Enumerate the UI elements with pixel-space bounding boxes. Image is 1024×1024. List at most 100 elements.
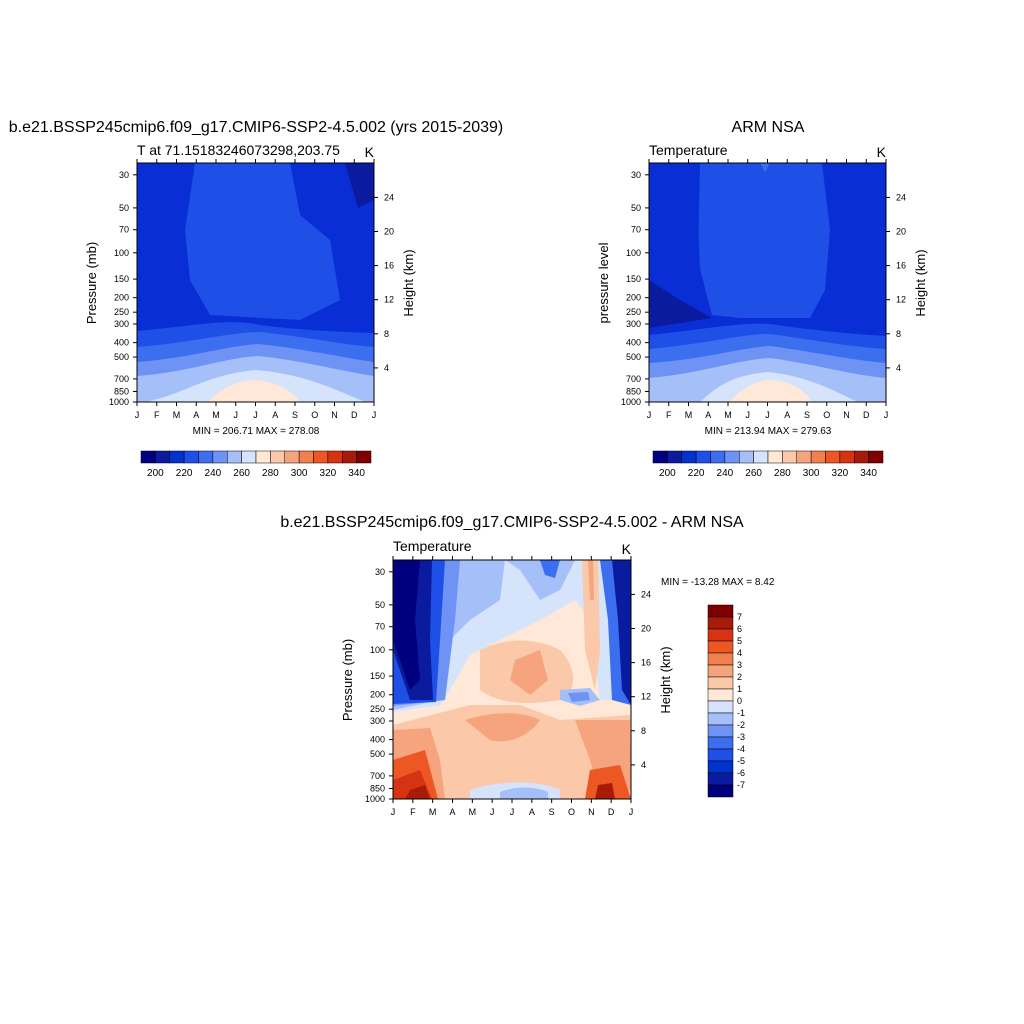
- colorbar-label: 240: [717, 468, 734, 479]
- ytick-label: 100: [114, 248, 129, 258]
- panel3-subtitle-left: Temperature: [393, 538, 472, 554]
- ytick-right-label: 4: [384, 363, 389, 373]
- panel2-contour-field: [649, 163, 886, 402]
- ytick-right-label: 24: [641, 589, 651, 599]
- colorbar-box: [782, 450, 797, 464]
- panel2-ylabel: pressure level: [596, 242, 611, 323]
- colorbar-box: [313, 450, 329, 464]
- panel2-colorbar: 200 220 240 260 280 300 320 340: [652, 450, 884, 479]
- ytick-label: 150: [370, 671, 385, 681]
- xtick-label: N: [588, 807, 595, 817]
- ytick-label: 50: [119, 203, 129, 213]
- ytick-label: 200: [370, 690, 385, 700]
- colorbar-label: -6: [737, 768, 745, 778]
- xtick-label: J: [372, 410, 377, 420]
- colorbar-box: [241, 450, 257, 464]
- panel2-minmax: MIN = 213.94 MAX = 279.63: [705, 426, 832, 437]
- colorbar-box: [854, 450, 869, 464]
- xtick-label: J: [391, 807, 396, 817]
- ytick-label: 850: [626, 386, 641, 396]
- ytick-label: 1000: [365, 794, 385, 804]
- colorbar-box: [707, 616, 734, 630]
- ytick-label: 1000: [621, 397, 641, 407]
- ytick-label: 30: [631, 170, 641, 180]
- ytick-label: 400: [370, 735, 385, 745]
- colorbar-label: 3: [737, 660, 742, 670]
- ytick-label: 150: [626, 274, 641, 284]
- colorbar-box: [707, 652, 734, 666]
- ytick-label: 250: [370, 704, 385, 714]
- colorbar-box: [255, 450, 271, 464]
- colorbar-box: [707, 688, 734, 702]
- xtick-label: F: [666, 410, 672, 420]
- panel3-colorbar: 7 6 5 4 3 2 1 0 -1 -2 -3 -4 -5 -6 -7: [707, 604, 745, 798]
- ytick-label: 250: [114, 307, 129, 317]
- ytick-right-label: 24: [384, 192, 394, 202]
- xtick-label: J: [135, 410, 140, 420]
- xtick-label: A: [529, 807, 535, 817]
- xtick-label: F: [410, 807, 416, 817]
- ytick-label: 300: [114, 319, 129, 329]
- ytick-right-label: 4: [641, 760, 646, 770]
- panel1-subtitle-left: T at 71.15183246073298,203.75: [137, 142, 340, 158]
- ytick-label: 50: [631, 203, 641, 213]
- colorbar-box: [707, 628, 734, 642]
- xtick-label: A: [705, 410, 711, 420]
- ytick-label: 30: [375, 567, 385, 577]
- ytick-right-label: 24: [896, 192, 906, 202]
- colorbar-label: 6: [737, 624, 742, 634]
- colorbar-label: 220: [176, 468, 193, 479]
- ytick-right-label: 20: [641, 624, 651, 634]
- ytick-label: 500: [626, 352, 641, 362]
- ytick-label: 70: [631, 225, 641, 235]
- panel-model-temperature: b.e21.BSSP245cmip6.f09_g17.CMIP6-SSP2-4.…: [9, 119, 504, 479]
- xtick-label: A: [449, 807, 455, 817]
- xtick-label: D: [863, 410, 870, 420]
- ytick-right-label: 8: [384, 329, 389, 339]
- ytick-label: 50: [375, 600, 385, 610]
- ytick-label: 150: [114, 274, 129, 284]
- ytick-label: 70: [375, 622, 385, 632]
- colorbar-box: [695, 450, 711, 464]
- colorbar-box: [298, 450, 314, 464]
- ytick-label: 400: [626, 338, 641, 348]
- colorbar-box: [707, 736, 734, 750]
- colorbar-label: 1: [737, 684, 742, 694]
- xtick-label: N: [331, 410, 338, 420]
- ytick-label: 300: [626, 319, 641, 329]
- colorbar-box: [707, 772, 734, 786]
- panel1-colorbar: 200 220 240 260 280 300 320 340: [140, 450, 372, 479]
- ytick-label: 700: [626, 374, 641, 384]
- colorbar-box: [739, 450, 754, 464]
- ytick-label: 1000: [109, 397, 129, 407]
- xtick-label: F: [154, 410, 160, 420]
- panel1-ylabel: Pressure (mb): [84, 242, 99, 324]
- colorbar-label: 7: [737, 612, 742, 622]
- colorbar-box: [183, 450, 199, 464]
- colorbar-box: [227, 450, 242, 464]
- xtick-label: M: [429, 807, 437, 817]
- colorbar-label: -5: [737, 756, 745, 766]
- colorbar-label: 200: [147, 468, 164, 479]
- panel1-title: b.e21.BSSP245cmip6.f09_g17.CMIP6-SSP2-4.…: [9, 119, 504, 136]
- panel3-ylabel: Pressure (mb): [340, 639, 355, 721]
- xtick-label: O: [823, 410, 830, 420]
- panel-difference-temperature: b.e21.BSSP245cmip6.f09_g17.CMIP6-SSP2-4.…: [280, 514, 775, 817]
- panel2-subtitle-left: Temperature: [649, 142, 728, 158]
- xtick-label: M: [724, 410, 732, 420]
- xtick-label: M: [469, 807, 477, 817]
- ytick-right-label: 12: [384, 295, 394, 305]
- ytick-label: 200: [626, 293, 641, 303]
- ytick-right-label: 8: [896, 329, 901, 339]
- xtick-label: S: [292, 410, 298, 420]
- colorbar-label: -7: [737, 780, 745, 790]
- colorbar-label: 340: [860, 468, 877, 479]
- colorbar-label: 260: [745, 468, 762, 479]
- panel3-contour-field: [393, 560, 631, 799]
- colorbar-box: [342, 450, 357, 464]
- colorbar-box: [327, 450, 343, 464]
- ytick-right-label: 8: [641, 726, 646, 736]
- colorbar-box: [839, 450, 855, 464]
